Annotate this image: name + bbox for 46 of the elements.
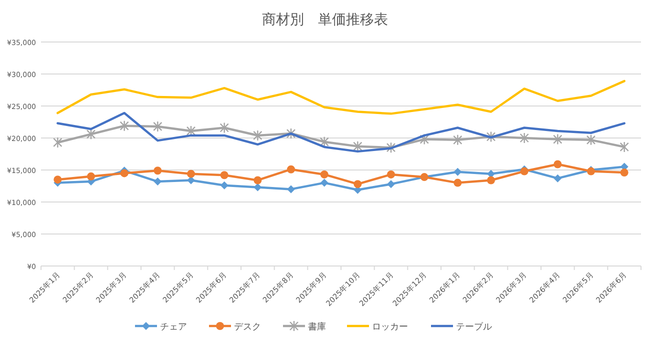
point <box>487 176 495 184</box>
point <box>320 178 328 187</box>
point <box>554 174 562 182</box>
point <box>54 176 62 184</box>
point <box>486 131 496 142</box>
point <box>620 141 629 153</box>
point <box>254 183 262 192</box>
point <box>620 168 628 177</box>
chart-title: 商材別 単価推移表 <box>262 12 388 28</box>
point <box>320 136 329 148</box>
point <box>454 178 462 187</box>
point <box>553 134 562 145</box>
point <box>120 169 128 178</box>
legend-label: 書庫 <box>308 322 326 332</box>
point <box>220 171 228 180</box>
point <box>87 172 95 180</box>
point <box>586 134 596 146</box>
point <box>354 180 362 188</box>
point <box>453 134 462 146</box>
point <box>153 120 162 132</box>
point <box>187 170 195 178</box>
legend-label: デスク <box>234 322 261 332</box>
point <box>420 134 429 145</box>
point <box>520 132 529 144</box>
legend-label: テーブル <box>456 322 492 332</box>
point <box>387 180 395 188</box>
point <box>220 122 229 134</box>
point <box>353 140 362 152</box>
point <box>154 166 162 175</box>
legend-label: ロッカー <box>372 322 408 332</box>
point <box>120 120 129 132</box>
point <box>53 136 62 148</box>
point <box>386 142 396 154</box>
point <box>387 170 395 178</box>
point <box>286 128 296 140</box>
legend-label: チェア <box>160 322 187 332</box>
point <box>154 178 162 186</box>
point <box>287 165 295 174</box>
point <box>287 185 295 194</box>
point <box>254 176 262 184</box>
point <box>220 181 228 190</box>
point <box>320 170 328 178</box>
point <box>454 168 462 176</box>
point <box>86 128 96 140</box>
point <box>554 160 562 168</box>
point <box>253 130 262 142</box>
